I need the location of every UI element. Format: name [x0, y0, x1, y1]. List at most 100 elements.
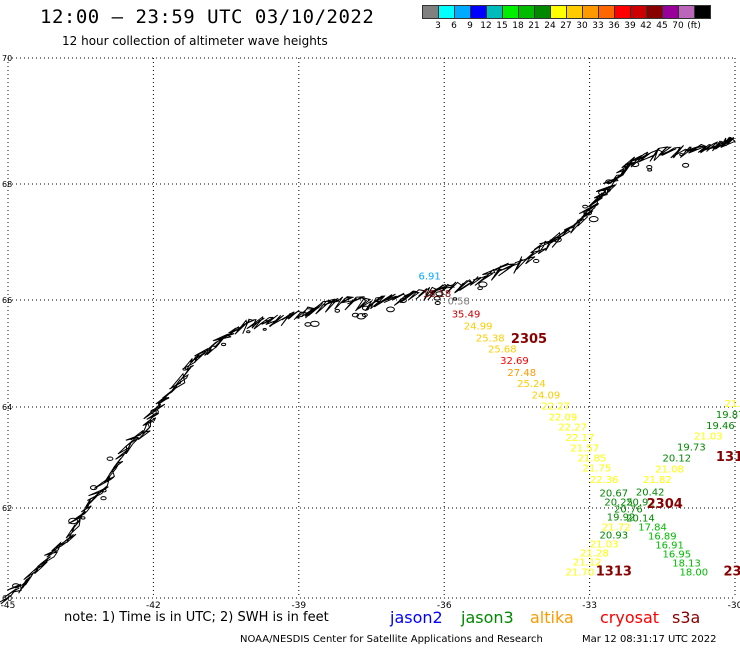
- color-scale-unit: (ft): [687, 21, 701, 31]
- wave-height-value: 21.03: [590, 540, 619, 551]
- wave-height-value: 27.48: [507, 368, 536, 379]
- wave-height-value: 22.36: [590, 475, 619, 486]
- wave-height-value: 22.17: [566, 433, 595, 444]
- island-outline: [434, 301, 441, 305]
- island-outline: [182, 367, 187, 371]
- island-outline: [598, 190, 607, 196]
- wave-height-value: 21.72: [602, 523, 631, 534]
- pass-time-label: 23: [724, 565, 740, 580]
- island-outline: [679, 153, 684, 157]
- island-outline: [100, 496, 107, 501]
- color-scale-label: 27: [560, 21, 572, 31]
- wave-height-value: 24.09: [532, 390, 561, 401]
- island-outline: [630, 161, 640, 168]
- wave-height-value: 18.00: [679, 568, 708, 579]
- wave-height-value: 25.68: [488, 344, 517, 355]
- color-scale-label: 12: [480, 21, 492, 31]
- color-scale-label: 9: [467, 21, 473, 31]
- wave-height-value: 19.87: [716, 410, 740, 421]
- wave-height-value: 25.38: [476, 334, 505, 345]
- pass-time-label: 1313: [716, 450, 740, 465]
- color-scale-bar: [422, 5, 711, 19]
- wave-height-value: 21.28: [580, 549, 609, 560]
- island-outline: [334, 308, 341, 313]
- island-outline: [646, 165, 653, 170]
- island-outline: [304, 322, 312, 327]
- island-outline: [553, 236, 562, 243]
- wave-height-value: 20.42: [636, 487, 665, 498]
- island-outline: [682, 162, 690, 168]
- legend-cryosat: cryosat: [600, 608, 660, 627]
- legend-s3a: s3a: [672, 608, 701, 627]
- longitude-label: -33: [582, 601, 597, 611]
- latitude-label: 60: [2, 594, 12, 603]
- color-scale-label: 36: [608, 21, 620, 31]
- color-scale-label: 15: [496, 21, 508, 31]
- wave-height-value: 20.14: [626, 514, 655, 525]
- greenland-coastline: [0, 136, 736, 605]
- wave-height-value: 6.91: [419, 272, 441, 283]
- page-subtitle: 12 hour collection of altimeter wave hei…: [62, 34, 328, 48]
- island-outline: [452, 297, 458, 301]
- legend-altika: altika: [530, 608, 574, 627]
- color-scale-label: 24: [544, 21, 556, 31]
- wave-height-value: 19.46: [706, 421, 735, 432]
- wave-height-value: 21.: [725, 399, 740, 410]
- credit-text: NOAA/NESDIS Center for Satellite Applica…: [240, 634, 543, 645]
- island-outline: [150, 409, 159, 415]
- wave-height-value: 21.57: [570, 443, 599, 454]
- color-scale-label: 39: [624, 21, 636, 31]
- island-outline: [80, 516, 86, 520]
- wave-height-value: 20.12: [663, 454, 692, 465]
- island-outline: [399, 298, 407, 303]
- footer-note: note: 1) Time is in UTC; 2) SWH is in fe…: [64, 610, 329, 625]
- color-scale-label: 33: [592, 21, 604, 31]
- wave-height-value: 20.67: [600, 488, 629, 499]
- wave-height-value: 16.91: [655, 541, 684, 552]
- island-outline: [221, 342, 227, 347]
- island-outline: [101, 488, 107, 493]
- island-outline: [310, 320, 320, 327]
- wave-height-value: 32.69: [500, 356, 529, 367]
- longitude-label: -36: [437, 601, 452, 611]
- color-scale-label: 70: [672, 21, 684, 31]
- island-outline: [478, 281, 488, 288]
- island-outline: [356, 313, 367, 320]
- color-scale-cell: [694, 5, 711, 19]
- wave-height-value: 16.89: [648, 532, 677, 543]
- color-scale-label: 18: [512, 21, 524, 31]
- longitude-label: -30: [728, 601, 740, 611]
- wave-height-value: 25.24: [517, 379, 546, 390]
- wave-height-value: 18.13: [672, 559, 701, 570]
- color-scale-label: 45: [656, 21, 668, 31]
- wave-height-value: 22.27: [558, 423, 587, 434]
- island-outline: [582, 204, 588, 209]
- wave-height-value: 21.03: [694, 431, 723, 442]
- color-scale-label: 6: [451, 21, 457, 31]
- island-outline: [361, 305, 370, 311]
- wave-height-value: 35.49: [452, 310, 481, 321]
- island-outline: [68, 517, 79, 525]
- wave-height-value: 22.09: [549, 413, 578, 424]
- map-axis-labels: 70 68 66 64 62 60-45 -42 -39 -36 -33 -30: [1, 54, 740, 611]
- island-outline: [386, 306, 395, 313]
- longitude-label: -39: [291, 601, 306, 611]
- pass-time-label: 2304: [647, 497, 683, 512]
- wave-height-value: 21.85: [578, 454, 607, 465]
- generation-timestamp: Mar 12 08:31:17 UTC 2022: [582, 634, 717, 645]
- island-outline: [12, 583, 20, 589]
- island-outline: [89, 485, 98, 491]
- wave-height-value: 20.76: [614, 505, 643, 516]
- pass-time-label: 2305: [511, 332, 547, 347]
- color-scale-label: 30: [576, 21, 588, 31]
- wave-height-value: 22.27: [541, 402, 570, 413]
- legend-jason3: jason3: [461, 608, 514, 627]
- wave-height-value: 21.12: [573, 558, 602, 569]
- island-outline: [548, 240, 553, 244]
- island-outline: [583, 210, 593, 216]
- latitude-label: 66: [2, 296, 12, 305]
- island-outline: [435, 291, 444, 297]
- color-scale-label: 21: [528, 21, 540, 31]
- island-outline: [361, 313, 368, 317]
